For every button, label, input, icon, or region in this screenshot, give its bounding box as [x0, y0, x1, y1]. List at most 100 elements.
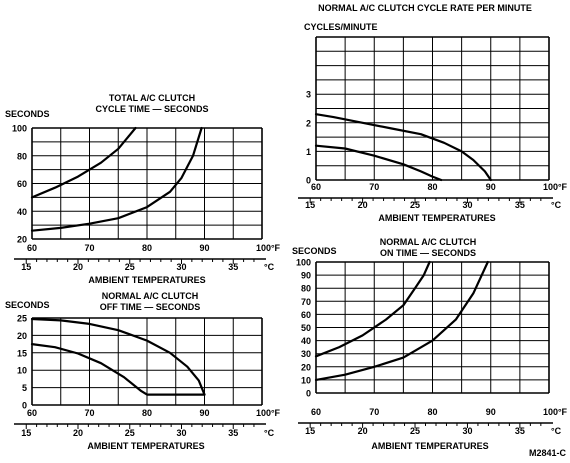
y-tick-label: 80	[17, 151, 27, 161]
celsius-tick-label: 20	[73, 262, 83, 272]
y-tick-label: 1	[306, 147, 311, 157]
x-tick-label: 100°F	[256, 408, 281, 418]
y-tick-label: 0	[22, 401, 27, 411]
x-tick-label: 90	[486, 407, 496, 417]
x-axis-label: AMBIENT TEMPERATURES	[371, 441, 488, 451]
celsius-tick-label: 25	[410, 426, 420, 436]
y-tick-label: 20	[17, 331, 27, 341]
chart-title: NORMAL A/C CLUTCH CYCLE RATE PER MINUTE	[318, 3, 532, 13]
y-tick-label: 20	[301, 362, 311, 372]
celsius-unit-label: °C	[551, 200, 562, 210]
celsius-tick-label: 15	[305, 426, 315, 436]
figure-code: M2841-C	[529, 448, 567, 458]
chart-title: TOTAL A/C CLUTCH	[109, 93, 195, 103]
y-tick-label: 25	[17, 314, 27, 324]
y-tick-label: 3	[306, 90, 311, 100]
y-tick-label: 5	[22, 383, 27, 393]
y-tick-label: 10	[301, 375, 311, 385]
celsius-tick-label: 20	[358, 426, 368, 436]
chart-title: OFF TIME — SECONDS	[100, 302, 201, 312]
y-axis-label: SECONDS	[5, 109, 50, 119]
x-tick-label: 80	[142, 408, 152, 418]
celsius-tick-label: 35	[515, 200, 525, 210]
x-tick-label: 80	[142, 243, 152, 253]
celsius-tick-label: 20	[358, 200, 368, 210]
y-tick-label: 40	[17, 207, 27, 217]
y-tick-label: 15	[17, 348, 27, 358]
celsius-tick-label: 30	[462, 426, 472, 436]
x-tick-label: 60	[27, 408, 37, 418]
y-tick-label: 100	[296, 258, 311, 268]
x-tick-label: 90	[199, 243, 209, 253]
x-tick-label: 100°F	[543, 407, 568, 417]
series-line-2	[30, 126, 203, 232]
y-tick-label: 90	[301, 271, 311, 281]
celsius-tick-label: 15	[305, 200, 315, 210]
x-tick-label: 60	[311, 407, 321, 417]
y-tick-label: 2	[306, 118, 311, 128]
x-tick-label: 90	[199, 408, 209, 418]
series-line-1	[30, 317, 206, 396]
series-line-1	[314, 260, 431, 358]
y-tick-label: 0	[306, 389, 311, 399]
celsius-tick-label: 25	[410, 200, 420, 210]
celsius-tick-label: 15	[21, 428, 31, 438]
celsius-tick-label: 35	[515, 426, 525, 436]
y-tick-label: 30	[301, 349, 311, 359]
chart-3: NORMAL A/C CLUTCH CYCLE RATE PER MINUTE C…	[298, 3, 568, 223]
x-tick-label: 70	[84, 243, 94, 253]
y-tick-label: 80	[301, 284, 311, 294]
x-tick-label: 90	[486, 182, 496, 192]
y-tick-label: 40	[301, 336, 311, 346]
x-tick-label: 80	[427, 182, 437, 192]
y-tick-label: 60	[17, 179, 27, 189]
celsius-tick-label: 25	[125, 428, 135, 438]
y-tick-label: 50	[301, 323, 311, 333]
celsius-unit-label: °C	[264, 262, 275, 272]
celsius-tick-label: 30	[176, 428, 186, 438]
y-axis-label: SECONDS	[5, 300, 50, 310]
celsius-tick-label: 30	[462, 200, 472, 210]
x-tick-label: 60	[27, 243, 37, 253]
x-tick-label: 100°F	[543, 182, 568, 192]
chart-title: NORMAL A/C CLUTCH	[102, 291, 199, 301]
series-line-1	[314, 113, 492, 182]
y-tick-label: 0	[306, 176, 311, 186]
series-line-2	[314, 260, 489, 381]
chart-title: ON TIME — SECONDS	[380, 248, 476, 258]
series-line-1	[30, 126, 137, 199]
x-tick-label: 100°F	[256, 243, 281, 253]
x-tick-label: 70	[84, 408, 94, 418]
celsius-unit-label: °C	[551, 426, 562, 436]
y-tick-label: 60	[301, 310, 311, 320]
x-tick-label: 70	[369, 407, 379, 417]
celsius-unit-label: °C	[264, 428, 275, 438]
celsius-tick-label: 25	[125, 262, 135, 272]
y-tick-label: 10	[17, 366, 27, 376]
celsius-tick-label: 35	[228, 262, 238, 272]
chart-title: NORMAL A/C CLUTCH	[380, 237, 477, 247]
y-axis-label: CYCLES/MINUTE	[304, 22, 378, 32]
celsius-tick-label: 20	[73, 428, 83, 438]
x-axis-label: AMBIENT TEMPERATURES	[87, 441, 204, 451]
x-tick-label: 80	[427, 407, 437, 417]
y-tick-label: 70	[301, 297, 311, 307]
x-axis-label: AMBIENT TEMPERATURES	[88, 275, 205, 285]
celsius-tick-label: 35	[228, 428, 238, 438]
y-tick-label: 20	[17, 235, 27, 245]
series-line-2	[314, 144, 443, 182]
celsius-tick-label: 30	[176, 262, 186, 272]
y-tick-label: 100	[12, 124, 27, 134]
x-tick-label: 60	[311, 182, 321, 192]
x-tick-label: 70	[369, 182, 379, 192]
series-line-2	[30, 343, 206, 396]
chart-title: CYCLE TIME — SECONDS	[95, 104, 208, 114]
x-axis-label: AMBIENT TEMPERATURES	[378, 213, 495, 223]
celsius-tick-label: 15	[21, 262, 31, 272]
y-axis-label: SECONDS	[292, 246, 337, 256]
